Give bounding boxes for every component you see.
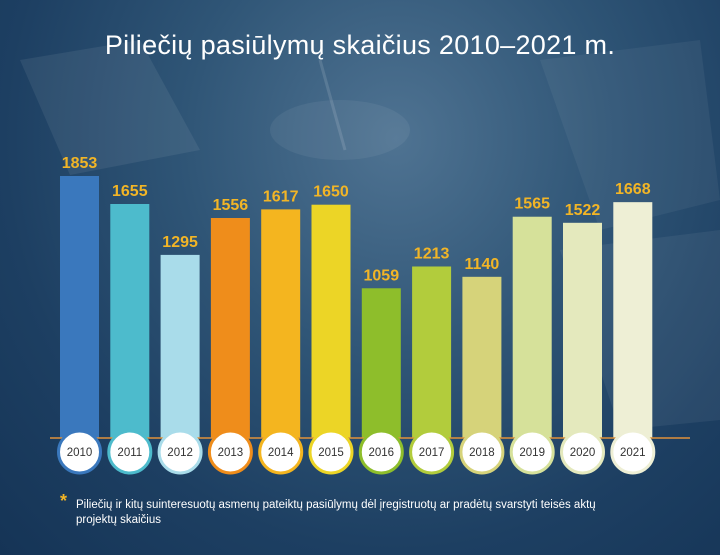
year-circle-2021 — [610, 429, 656, 475]
tick-label-2010: 2010 — [67, 447, 93, 459]
bar-2016 — [361, 288, 401, 438]
bar-2019 — [512, 216, 552, 438]
year-circle-2015 — [308, 429, 354, 475]
year-circle-2019 — [509, 429, 555, 475]
tick-label-2019: 2019 — [519, 447, 545, 459]
year-circle-2017 — [409, 429, 455, 475]
data-label-2020: 1522 — [565, 202, 601, 219]
year-circle-2020 — [560, 429, 605, 475]
data-label-2021: 1668 — [615, 181, 651, 198]
data-label-2011: 1655 — [112, 183, 148, 200]
bar-2011 — [110, 203, 150, 438]
footnote-text: Piliečių ir kitų suinteresuotų asmenų pa… — [76, 499, 596, 526]
year-circle-2011 — [107, 429, 153, 475]
data-label-2012: 1295 — [162, 234, 198, 251]
bar-2014 — [261, 209, 301, 438]
tick-label-2020: 2020 — [570, 447, 596, 459]
tick-label-2017: 2017 — [419, 447, 445, 459]
bar-2015 — [311, 204, 351, 438]
year-circle-2010 — [57, 429, 102, 475]
data-label-2017: 1213 — [414, 245, 450, 262]
data-label-2016: 1059 — [364, 267, 400, 284]
tick-label-2013: 2013 — [218, 447, 244, 459]
bar-2012 — [160, 254, 200, 438]
chart-title: Piliečių pasiūlymų skaičius 2010–2021 m. — [104, 30, 616, 60]
bar-2021 — [613, 202, 653, 438]
bar-2018 — [462, 276, 502, 438]
tick-label-2011: 2011 — [117, 447, 142, 459]
data-label-2010: 1853 — [62, 155, 98, 172]
year-circle-2018 — [459, 429, 505, 475]
year-circle-2014 — [258, 429, 304, 475]
tick-label-2016: 2016 — [369, 447, 395, 459]
bar-2013 — [210, 217, 250, 438]
tick-label-2015: 2015 — [318, 447, 344, 459]
data-label-2013: 1556 — [213, 197, 249, 214]
data-label-2014: 1617 — [263, 188, 299, 205]
year-circle-2013 — [207, 429, 253, 475]
year-circle-2012 — [157, 429, 203, 475]
tick-label-2021: 2021 — [620, 447, 646, 459]
tick-label-2014: 2014 — [268, 447, 294, 459]
footnote: * Piliečių ir kitų suinteresuotų asmenų … — [60, 492, 622, 528]
bar-2017 — [412, 266, 452, 438]
bar-2020 — [563, 222, 602, 438]
data-label-2018: 1140 — [465, 256, 500, 273]
tick-label-2012: 2012 — [167, 447, 193, 459]
data-label-2019: 1565 — [514, 196, 550, 213]
data-label-2015: 1650 — [313, 184, 349, 201]
footnote-marker: * — [60, 491, 68, 511]
bar-2010 — [60, 176, 99, 438]
year-circle-2016 — [358, 429, 404, 475]
tick-label-2018: 2018 — [469, 447, 495, 459]
